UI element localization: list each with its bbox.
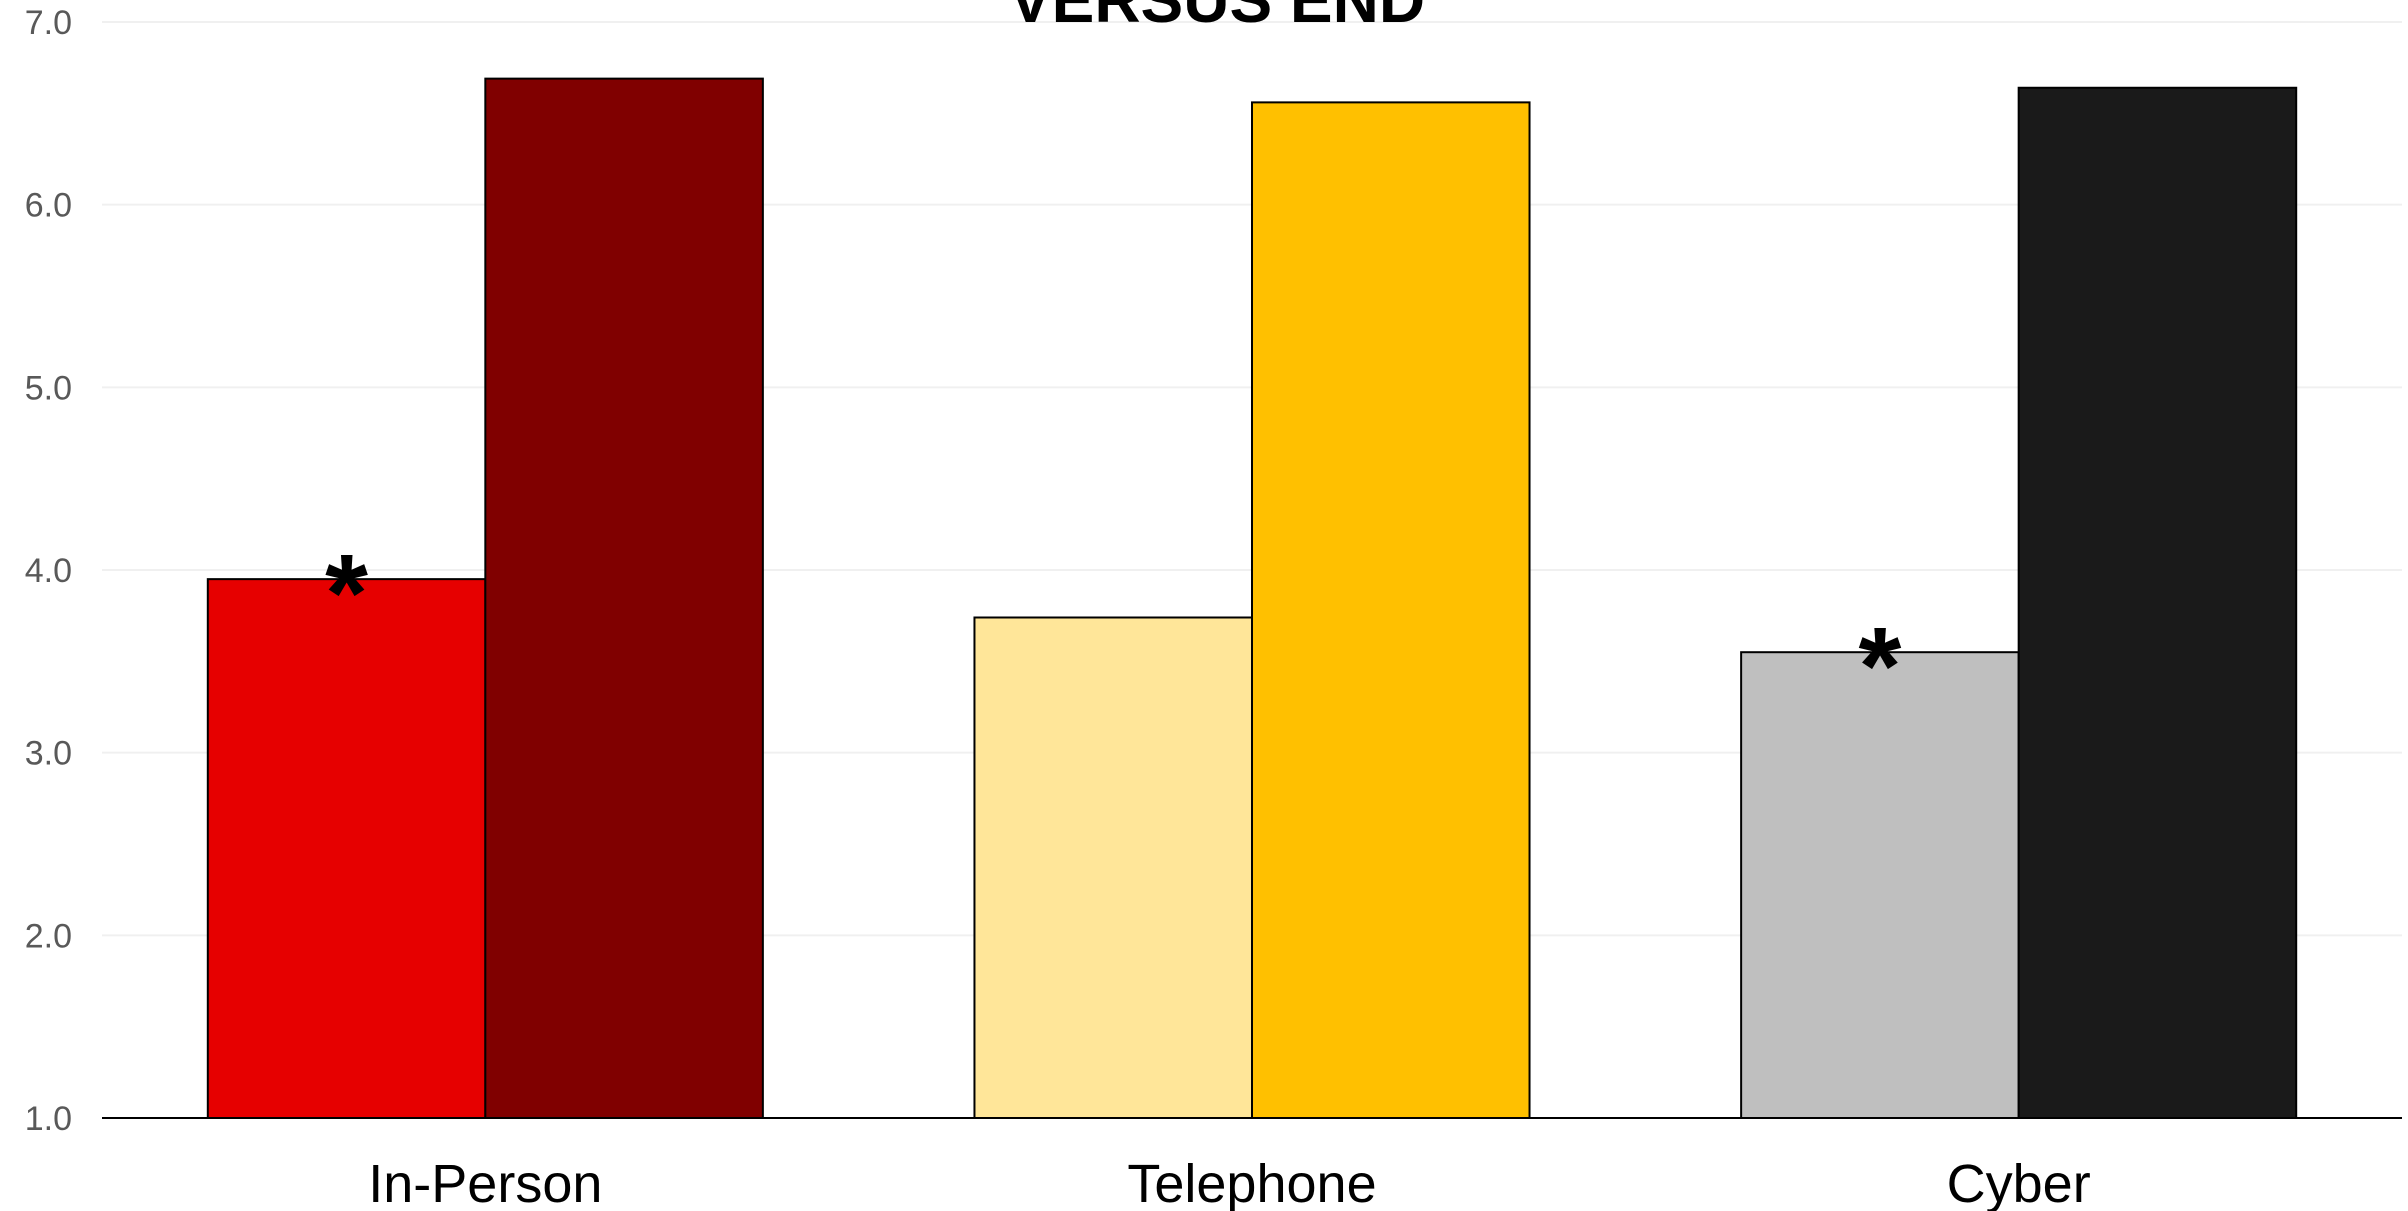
y-tick-label: 2.0 [25,917,72,955]
x-tick-label: Telephone [1127,1154,1376,1211]
x-tick-label: Cyber [1947,1154,2091,1211]
y-tick-label: 5.0 [25,369,72,407]
x-tick-label: In-Person [368,1154,602,1211]
bar-in-person-series-2 [484,77,764,1119]
bar-telephone-series-1 [973,616,1253,1119]
bars [206,77,2298,1119]
bar-in-person-series-1 [206,578,487,1119]
x-axis-ticks: In-Person Telephone Cyber [368,1154,2090,1211]
bar-cyber-series-2 [2017,86,2298,1119]
significance-asterisk: * [325,532,368,655]
y-tick-label: 4.0 [25,552,72,590]
y-tick-label: 6.0 [25,187,72,225]
annotations: ** [325,532,1901,728]
chart-title: VERSUS END [1009,0,1425,36]
y-tick-label: 3.0 [25,735,72,773]
significance-asterisk: * [1858,605,1901,728]
bar-telephone-series-2 [1251,101,1531,1119]
bar-cyber-series-1 [1740,651,2020,1119]
y-tick-label: 7.0 [25,4,72,42]
y-tick-label: 1.0 [25,1100,72,1138]
y-axis-ticks: 1.0 2.0 3.0 4.0 5.0 6.0 7.0 [25,4,72,1138]
